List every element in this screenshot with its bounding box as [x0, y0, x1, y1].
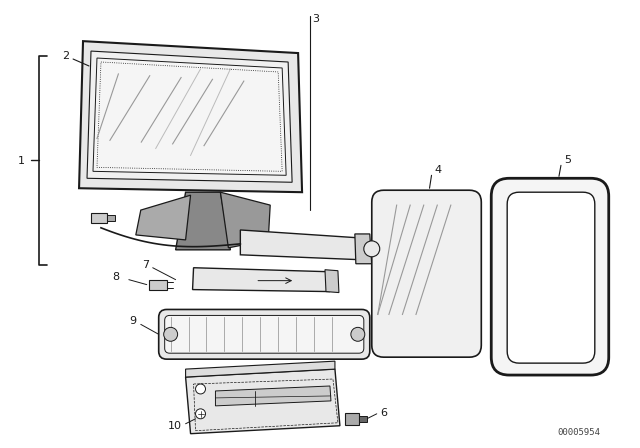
- Polygon shape: [325, 270, 339, 293]
- Polygon shape: [220, 192, 270, 248]
- Text: 1: 1: [19, 156, 26, 166]
- Text: 4: 4: [435, 165, 442, 175]
- Circle shape: [364, 241, 380, 257]
- Polygon shape: [345, 413, 359, 425]
- Polygon shape: [186, 361, 335, 377]
- Polygon shape: [241, 230, 362, 260]
- Polygon shape: [107, 215, 115, 221]
- FancyBboxPatch shape: [507, 192, 595, 363]
- FancyBboxPatch shape: [492, 178, 609, 375]
- Text: 9: 9: [130, 316, 137, 327]
- Text: 00005954: 00005954: [557, 428, 600, 437]
- Polygon shape: [193, 268, 330, 292]
- Polygon shape: [216, 386, 331, 406]
- Text: 7: 7: [141, 260, 148, 270]
- Text: 3: 3: [312, 14, 319, 24]
- FancyBboxPatch shape: [372, 190, 481, 357]
- Text: 5: 5: [564, 155, 571, 165]
- Circle shape: [196, 384, 205, 394]
- Polygon shape: [91, 213, 107, 223]
- Polygon shape: [87, 51, 292, 182]
- Polygon shape: [79, 41, 302, 192]
- Text: 6: 6: [381, 408, 388, 418]
- Polygon shape: [186, 369, 340, 434]
- Text: 8: 8: [112, 271, 119, 282]
- Polygon shape: [148, 280, 166, 289]
- Text: 10: 10: [168, 421, 182, 431]
- Polygon shape: [136, 195, 191, 240]
- Circle shape: [196, 409, 205, 419]
- Polygon shape: [175, 192, 230, 250]
- Text: 2: 2: [62, 51, 69, 61]
- FancyBboxPatch shape: [159, 310, 370, 359]
- FancyBboxPatch shape: [164, 315, 364, 353]
- Polygon shape: [355, 234, 372, 264]
- Polygon shape: [93, 58, 286, 175]
- Circle shape: [164, 327, 178, 341]
- Circle shape: [351, 327, 365, 341]
- Polygon shape: [359, 416, 367, 422]
